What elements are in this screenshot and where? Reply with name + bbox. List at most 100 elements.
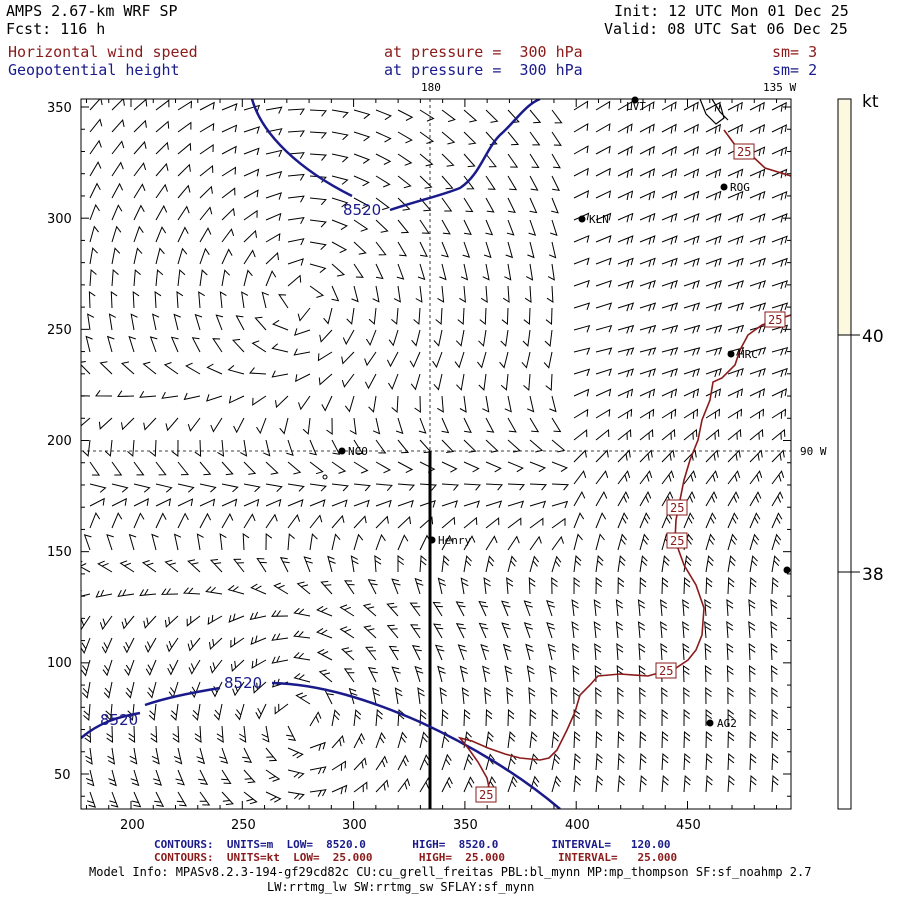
wind-barb (545, 373, 553, 392)
wind-barb (128, 533, 137, 551)
wind-barb (617, 368, 634, 378)
wind-barb (463, 439, 477, 453)
field2-smoothing: sm= 2 (772, 61, 818, 79)
y-tick-50: 50 (54, 768, 71, 783)
wind-barb (639, 555, 648, 573)
valid-time: Valid: 08 UTC Sat 06 Dec 25 (604, 20, 848, 38)
wind-barb (749, 347, 767, 356)
station-lvt-marker (631, 96, 639, 104)
wind-barb (397, 515, 411, 529)
wind-barb (251, 340, 267, 353)
wind-barb (196, 747, 206, 765)
wind-barb (617, 168, 633, 178)
wind-barb (683, 101, 699, 112)
wind-barb (221, 512, 234, 529)
wind-barb (164, 615, 179, 628)
wind-barb (155, 461, 167, 476)
wind-barb (309, 514, 323, 529)
wind-barb (705, 576, 713, 595)
wind-barb (395, 417, 404, 435)
wind-barb (342, 329, 355, 346)
wind-barb (573, 752, 581, 771)
wind-barb (617, 324, 635, 334)
wind-barb (639, 709, 646, 727)
wind-barb (639, 123, 655, 134)
wind-barb (133, 225, 144, 243)
wind-barb (232, 338, 245, 353)
wind-barb (521, 351, 531, 369)
wind-barb (409, 351, 421, 368)
lon-label-180: 180 (421, 81, 441, 94)
wind-barb (617, 687, 624, 705)
wind-barb (595, 577, 603, 595)
wind-barb (727, 470, 741, 485)
wind-barb (388, 645, 400, 661)
wind-barb (661, 347, 679, 356)
wind-barb (85, 335, 93, 353)
wind-barb (331, 285, 340, 302)
wind-barb (165, 417, 179, 432)
wind-barb (221, 791, 234, 806)
wind-barb (172, 725, 180, 743)
wind-barb (439, 687, 448, 705)
wind-barb (572, 643, 580, 661)
wind-barb (353, 153, 371, 164)
wind-barb (199, 461, 212, 476)
wind-barb (374, 555, 382, 573)
wind-barb (144, 637, 157, 654)
wind-barb (243, 147, 260, 156)
station-hrc: HRC (738, 348, 758, 361)
wind-barb (287, 108, 305, 116)
wind-barb (595, 167, 611, 177)
wind-barb (221, 228, 235, 243)
wind-barb (748, 665, 756, 683)
wind-barb (397, 534, 409, 551)
wind-barb (573, 167, 589, 177)
wind-barb (548, 665, 557, 683)
wind-barb (441, 753, 452, 771)
wind-barb (95, 390, 113, 397)
wind-barb (155, 99, 170, 111)
wind-barb (546, 622, 556, 639)
station-nco-marker (338, 447, 346, 455)
wind-barb (217, 439, 225, 457)
wind-barb (183, 392, 201, 401)
station-nco: NCO (348, 445, 368, 458)
wind-barb (682, 599, 690, 617)
wind-barb (341, 373, 355, 388)
wind-barb (177, 184, 191, 199)
wind-barb (459, 395, 467, 413)
wind-barb (705, 512, 717, 529)
wind-barb (727, 687, 734, 705)
wind-barb (265, 791, 282, 803)
wind-barb (433, 329, 443, 347)
wind-barb (463, 516, 478, 529)
wind-barb (111, 204, 123, 221)
wind-barb (572, 665, 580, 683)
wind-barb (435, 307, 443, 326)
wind-barb (639, 257, 656, 267)
wind-barb (617, 347, 635, 356)
wind-barb (551, 153, 561, 169)
wind-barb (639, 388, 656, 399)
wind-barb (660, 599, 668, 617)
wind-barb (375, 439, 387, 454)
wind-barb (639, 449, 653, 463)
wind-barb (123, 637, 135, 654)
wind-barb (89, 268, 97, 287)
wind-barb (331, 533, 341, 551)
wind-barb (463, 109, 478, 123)
wind-barb (364, 373, 377, 390)
wind-barb (551, 731, 560, 749)
wind-barb (551, 131, 562, 146)
wind-barb (375, 197, 390, 211)
wind-barb (595, 190, 612, 199)
wind-barb (529, 731, 538, 749)
wind-barb (397, 219, 410, 234)
wind-barb (551, 708, 559, 727)
wind-barb (441, 109, 456, 123)
wind-barb (353, 109, 371, 120)
wind-barb (615, 599, 624, 617)
wind-barb (573, 577, 580, 595)
wind-barb (770, 599, 778, 617)
